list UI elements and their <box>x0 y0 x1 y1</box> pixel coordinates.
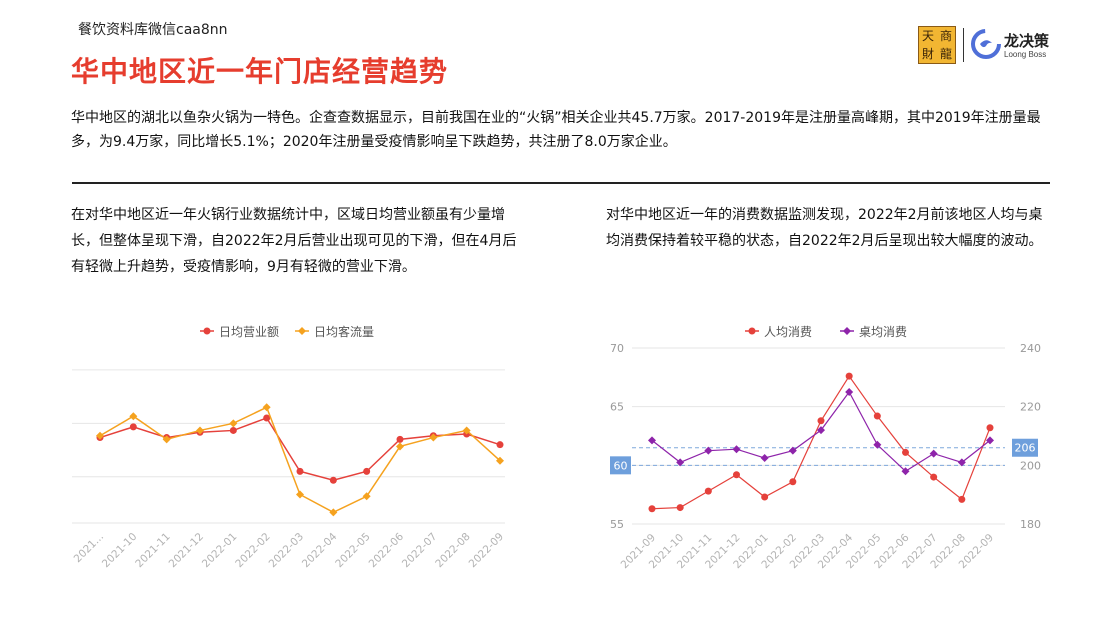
legend-label: 桌均消费 <box>859 325 907 339</box>
section-divider <box>72 182 1050 184</box>
data-point <box>396 442 404 451</box>
data-point <box>929 449 938 458</box>
reference-label-bg-right <box>1012 438 1038 457</box>
data-point <box>986 424 994 432</box>
data-point <box>396 435 404 443</box>
legend-swatch-marker <box>298 327 306 335</box>
page-title: 华中地区近一年门店经营趋势 <box>71 55 449 88</box>
x-tick-label: 2022-09 <box>467 531 507 571</box>
data-point <box>329 476 337 484</box>
brand-subtitle: Loong Boss <box>1004 50 1047 59</box>
data-point <box>817 426 825 435</box>
x-tick-label: 2022-03 <box>267 531 307 571</box>
data-point <box>329 508 338 517</box>
data-point <box>845 372 853 380</box>
tianshang-logo: 天 商 財 龍 <box>918 26 956 64</box>
right-analysis-text: 对华中地区近一年的消费数据监测发现，2022年2月前该地区人均与桌均消费保持着较… <box>606 207 1043 249</box>
series-line <box>651 375 991 510</box>
x-tick-label: 2022-06 <box>367 530 407 570</box>
data-point <box>96 431 104 440</box>
x-tick-label: 2022-04 <box>300 530 340 570</box>
logo-divider <box>963 28 964 62</box>
data-point <box>986 436 994 445</box>
x-tick-label: 2021-10 <box>100 531 140 571</box>
data-point <box>873 440 882 449</box>
y-right-tick-label: 220 <box>1020 401 1041 414</box>
data-point <box>958 495 966 503</box>
y-right-tick-label: 200 <box>1020 459 1041 472</box>
x-tick-label: 2021-11 <box>133 531 173 571</box>
logo-char: 商 <box>939 29 952 43</box>
left-analysis-text: 在对华中地区近一年火锅行业数据统计中，区域日均营业额虽有少量增长，但整体呈现下滑… <box>71 207 517 275</box>
y-left-tick-label: 55 <box>610 518 624 531</box>
brand-name: 龙决策 <box>1004 32 1050 50</box>
data-point <box>496 456 504 465</box>
x-tick-label: 2022-02 <box>233 531 273 571</box>
data-point <box>296 490 304 499</box>
legend-label: 日均营业额 <box>219 325 279 339</box>
x-tick-label: 2022-07 <box>400 531 440 571</box>
data-point <box>162 435 171 444</box>
watermark-text: 餐饮资料库微信caa8nn <box>78 22 228 38</box>
data-point <box>676 458 685 467</box>
data-point <box>462 426 471 435</box>
data-point <box>930 473 938 481</box>
data-point <box>263 414 271 422</box>
x-tick-label: 2021-12 <box>167 531 207 571</box>
data-point <box>496 441 504 449</box>
y-left-tick-label: 70 <box>610 342 624 355</box>
data-point <box>229 419 238 428</box>
data-point <box>196 426 204 435</box>
reference-label-bg-left <box>610 456 631 475</box>
data-point <box>789 478 797 486</box>
data-point <box>429 433 438 442</box>
legend-swatch-marker <box>748 327 756 335</box>
reference-label-right: 206 <box>1015 442 1036 455</box>
data-point <box>845 388 854 396</box>
data-point <box>873 412 881 420</box>
data-point <box>296 467 304 475</box>
data-point <box>732 445 741 454</box>
data-point <box>676 504 684 512</box>
data-point <box>129 423 137 431</box>
data-point <box>262 403 271 412</box>
data-point <box>129 412 138 421</box>
data-point <box>901 467 910 476</box>
logo-char: 天 <box>921 29 934 43</box>
data-point <box>648 436 656 445</box>
y-right-tick-label: 180 <box>1020 518 1041 531</box>
logo-char: 財 <box>921 47 934 61</box>
data-point <box>760 454 769 462</box>
x-tick-label: 2022-08 <box>433 531 473 571</box>
consumption-chart: 人均消费桌均消费55606570180200220240602062021-09… <box>610 325 1041 571</box>
data-point <box>761 493 769 501</box>
legend-label: 日均客流量 <box>314 324 374 339</box>
data-point <box>704 446 713 455</box>
legend-label: 人均消费 <box>764 325 812 339</box>
y-right-tick-label: 240 <box>1020 342 1041 355</box>
data-point <box>704 487 712 495</box>
data-point <box>902 448 909 456</box>
x-tick-label: 2022-01 <box>200 531 240 571</box>
y-left-tick-label: 65 <box>610 401 624 414</box>
data-point <box>817 417 825 425</box>
data-point <box>229 426 237 434</box>
data-point <box>648 505 656 513</box>
data-point <box>362 492 371 501</box>
data-point <box>957 458 966 467</box>
data-point <box>788 446 797 455</box>
reference-label-left: 60 <box>614 459 628 472</box>
logo-char: 龍 <box>939 47 952 61</box>
data-point <box>363 467 371 475</box>
revenue-traffic-chart: 日均营业额 日均客流量2021...2021-102021-112021-1220… <box>72 324 507 571</box>
legend-swatch-marker <box>843 327 851 335</box>
intro-paragraph: 华中地区的湖北以鱼杂火锅为一特色。企查查数据显示，目前我国在业的“火锅”相关企业… <box>71 110 1041 150</box>
dragon-icon <box>971 29 1001 59</box>
data-point <box>733 471 740 479</box>
x-tick-label: 2022-05 <box>333 531 373 571</box>
legend-swatch-marker <box>203 327 211 335</box>
